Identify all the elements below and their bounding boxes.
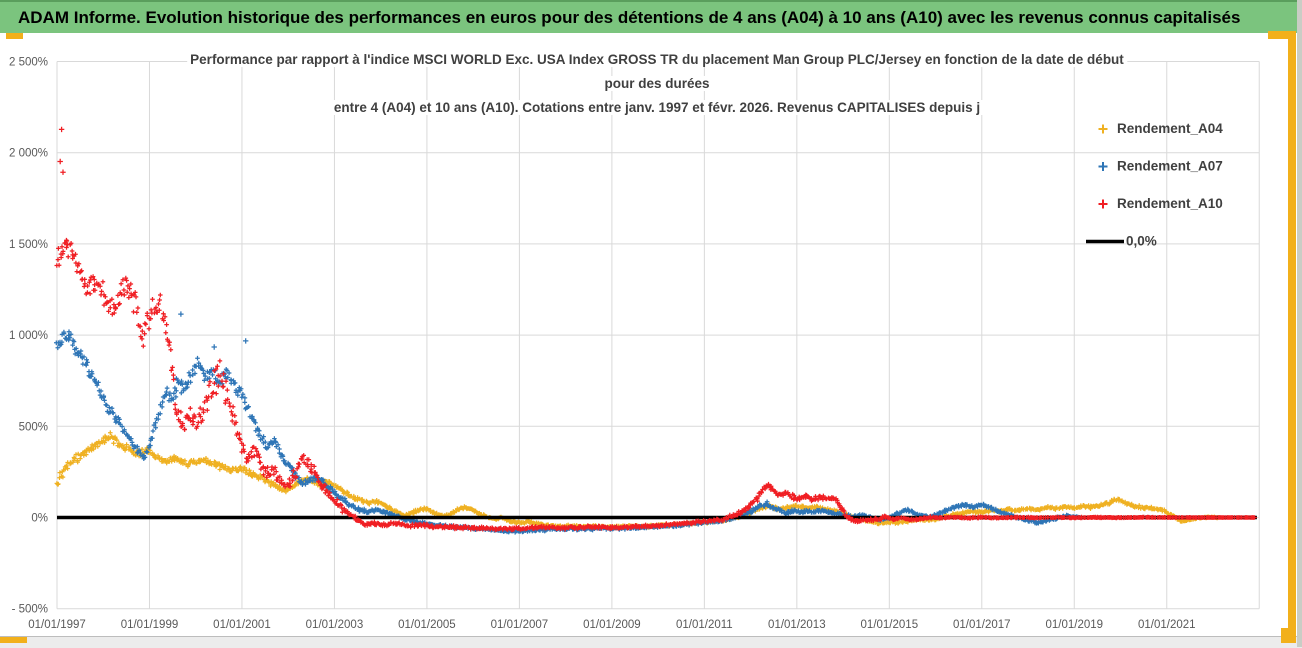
chart-title-line: entre 4 (A04) et 10 ans (A10). Cotations… [334,100,980,115]
x-axis-tick-label: 01/01/2009 [583,619,641,631]
legend-item-rendement-a10[interactable]: Rendement_A10 [1098,196,1223,211]
performance-scatter-chart: 2 500% 2 000% 1 500% 1 000% 500% 0% - 500% 01/0… [9,52,1260,631]
selection-border-bottom-left-stub [0,637,27,643]
window-title: ADAM Informe. Evolution historique des p… [18,7,1241,27]
chart-title-line: pour des durées [604,76,709,91]
x-axis-tick-label: 01/01/1999 [121,619,179,631]
legend-label: Rendement_A07 [1117,159,1223,174]
x-axis-tick-label: 01/01/2021 [1138,619,1196,631]
y-axis-tick-label: - 500% [12,604,48,616]
x-axis-tick-label: 01/01/2017 [953,619,1011,631]
legend-label: Rendement_A04 [1117,121,1223,136]
legend-marker-plus [1098,124,1108,134]
x-axis-tick-label: 01/01/2005 [398,619,456,631]
y-axis-tick-label: 2 500% [9,57,48,69]
legend-item-0-0-[interactable]: 0,0% [1086,234,1157,249]
selection-border-top-right-stub [1268,31,1296,39]
y-axis-tick-label: 500% [19,421,48,433]
window-top-edge [0,0,1302,2]
series-rendement_a10 [54,126,1257,533]
legend-marker-plus [1098,162,1108,171]
chart-title-bg [601,76,713,91]
x-axis-tick-label: 01/01/1997 [28,619,86,631]
x-axis-tick-label: 01/01/2011 [676,619,733,631]
y-axis-tick-label: 1 000% [9,330,48,342]
x-axis-tick-label: 01/01/2001 [213,619,271,631]
chart-title-bg [330,100,984,115]
legend-marker-plus [1098,199,1108,209]
window-right-edge [1297,0,1302,647]
x-axis-tick-label: 01/01/2015 [861,619,919,631]
x-axis-tick-label: 01/01/2019 [1045,619,1103,631]
chart-title-bg [187,52,1128,67]
chart-title-line: Performance par rapport à l'indice MSCI … [190,52,1124,67]
y-axis-tick-label: 2 000% [9,148,48,160]
chart-object[interactable]: 2 500% 2 000% 1 500% 1 000% 500% 0% - 500% 01/0… [0,33,1289,636]
x-axis-tick-label: 01/01/2007 [491,619,549,631]
series-rendement_a07 [54,311,1083,535]
selection-border-right [1288,33,1296,643]
x-axis-tick-label: 01/01/2013 [768,619,826,631]
bottom-strip [0,636,1302,648]
legend-label: 0,0% [1126,234,1157,249]
selection-border-top-left-stub [6,33,23,39]
selection-handle-bottom-right[interactable] [1281,628,1296,643]
legend-item-rendement-a04[interactable]: Rendement_A04 [1098,121,1224,136]
x-axis-tick-label: 01/01/2003 [306,619,364,631]
y-axis-tick-label: 0% [31,513,48,525]
y-axis-tick-label: 1 500% [9,239,48,251]
window-title-bar: ADAM Informe. Evolution historique des p… [0,2,1302,33]
legend-label: Rendement_A10 [1117,196,1223,211]
legend-item-rendement-a07[interactable]: Rendement_A07 [1098,159,1223,174]
